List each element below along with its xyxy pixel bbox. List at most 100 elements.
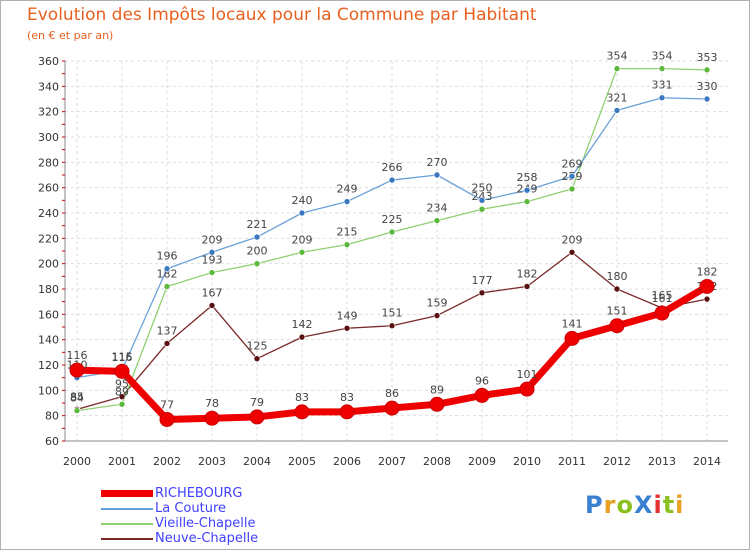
data-point-neuve-chapelle [163, 340, 171, 347]
data-label-richebourg: 151 [607, 305, 628, 318]
data-point-richebourg [339, 404, 355, 420]
data-label-la-couture: 269 [562, 157, 583, 170]
x-tick-label: 2007 [378, 455, 406, 468]
data-label-neuve-chapelle: 165 [652, 289, 673, 302]
y-tick-label: 220 [38, 232, 59, 245]
data-label-richebourg: 115 [112, 350, 133, 363]
data-point-neuve-chapelle [298, 333, 306, 341]
data-point-la-couture [253, 233, 261, 241]
legend-label-la-couture: La Couture [155, 501, 227, 516]
legend-label-richebourg: RICHEBOURG [155, 486, 243, 501]
x-tick-label: 2000 [63, 455, 91, 468]
logo-letter: P [585, 491, 604, 519]
data-label-richebourg: 101 [517, 368, 538, 381]
data-label-vieille-chapelle: 243 [472, 190, 493, 203]
data-label-richebourg: 89 [430, 383, 444, 396]
data-point-la-couture [613, 107, 621, 114]
legend-label-neuve-chapelle: Neuve-Chapelle [155, 531, 259, 546]
data-label-neuve-chapelle: 85 [70, 390, 84, 403]
legend-swatch-vieille-chapelle [101, 522, 153, 525]
data-point-la-couture [433, 171, 441, 179]
data-label-richebourg: 182 [697, 265, 718, 278]
data-label-vieille-chapelle: 182 [157, 267, 178, 280]
data-point-vieille-chapelle [433, 217, 441, 224]
data-label-vieille-chapelle: 193 [202, 254, 223, 267]
data-point-neuve-chapelle [388, 322, 396, 330]
logo-letter: X [633, 491, 654, 519]
data-label-la-couture: 321 [607, 91, 628, 104]
data-point-richebourg [249, 409, 265, 425]
data-label-vieille-chapelle: 234 [427, 202, 448, 215]
data-point-richebourg [69, 362, 85, 378]
data-label-richebourg: 161 [652, 292, 673, 305]
x-tick-label: 2003 [198, 455, 226, 468]
data-label-la-couture: 209 [202, 233, 223, 246]
chart-title: Evolution des Impôts locaux pour la Comm… [27, 5, 537, 25]
x-tick-label: 2014 [693, 455, 721, 468]
data-label-vieille-chapelle: 215 [337, 226, 358, 239]
legend-swatch-neuve-chapelle [101, 537, 153, 540]
plot-area [65, 61, 728, 441]
data-label-neuve-chapelle: 209 [562, 233, 583, 246]
data-point-neuve-chapelle [478, 289, 486, 297]
data-point-richebourg [384, 400, 400, 416]
legend-item-la-couture: La Couture [101, 501, 226, 516]
data-label-neuve-chapelle: 159 [427, 297, 448, 310]
data-point-richebourg [204, 410, 220, 426]
data-label-richebourg: 79 [250, 396, 264, 409]
data-point-richebourg [159, 411, 175, 427]
data-point-richebourg [564, 330, 580, 346]
data-label-neuve-chapelle: 151 [382, 307, 403, 320]
data-label-neuve-chapelle: 177 [472, 274, 493, 287]
data-label-la-couture: 221 [247, 218, 268, 231]
data-point-la-couture [343, 198, 351, 205]
data-label-neuve-chapelle: 142 [292, 318, 313, 331]
y-tick-label: 120 [38, 359, 59, 372]
data-label-vieille-chapelle: 200 [247, 245, 268, 258]
data-point-neuve-chapelle [613, 285, 621, 293]
x-tick-label: 2013 [648, 455, 676, 468]
data-point-vieille-chapelle [523, 198, 531, 205]
y-tick-label: 360 [38, 55, 59, 68]
data-point-vieille-chapelle [253, 260, 261, 267]
data-point-neuve-chapelle [433, 312, 441, 319]
chart-subtitle: (en € et par an) [27, 29, 114, 42]
y-tick-label: 100 [38, 384, 59, 397]
data-point-neuve-chapelle [208, 302, 216, 309]
data-label-vieille-chapelle: 225 [382, 213, 403, 226]
data-label-neuve-chapelle: 182 [517, 267, 538, 280]
data-point-la-couture [388, 176, 396, 184]
data-point-la-couture [568, 172, 576, 180]
legend-swatch-la-couture [101, 507, 153, 510]
data-point-vieille-chapelle [613, 65, 621, 72]
data-point-richebourg [519, 381, 535, 397]
data-label-vieille-chapelle: 354 [607, 50, 628, 63]
x-tick-label: 2002 [153, 455, 181, 468]
y-tick-label: 80 [45, 410, 59, 423]
x-tick-label: 2008 [423, 455, 451, 468]
data-label-richebourg: 83 [295, 391, 309, 404]
data-label-richebourg: 116 [67, 349, 88, 362]
legend-item-richebourg: RICHEBOURG [101, 486, 242, 501]
data-label-richebourg: 83 [340, 391, 354, 404]
logo-letter: i [653, 491, 663, 519]
data-label-la-couture: 270 [427, 156, 448, 169]
data-point-la-couture [208, 248, 216, 256]
data-label-la-couture: 258 [517, 171, 538, 184]
data-point-neuve-chapelle [253, 355, 261, 362]
data-point-la-couture [658, 94, 666, 102]
data-point-neuve-chapelle [523, 283, 531, 290]
data-point-vieille-chapelle [478, 205, 486, 213]
data-label-la-couture: 249 [337, 183, 358, 196]
data-point-la-couture [298, 209, 306, 217]
data-point-vieille-chapelle [163, 283, 171, 290]
data-point-vieille-chapelle [298, 248, 306, 256]
data-point-vieille-chapelle [73, 407, 81, 414]
y-tick-label: 280 [38, 156, 59, 169]
data-point-la-couture [163, 265, 171, 273]
y-tick-label: 260 [38, 182, 59, 195]
x-tick-label: 2006 [333, 455, 361, 468]
data-point-richebourg [654, 305, 670, 321]
data-point-vieille-chapelle [388, 228, 396, 236]
